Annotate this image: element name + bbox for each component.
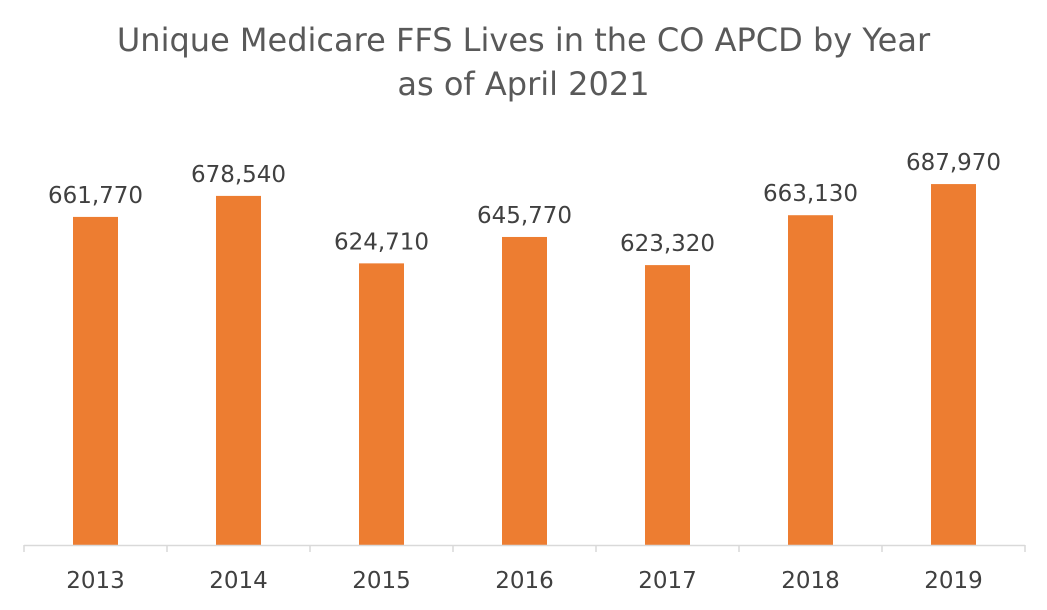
x-tick-label-2014: 2014 bbox=[209, 568, 268, 594]
x-tick-label-2017: 2017 bbox=[638, 568, 697, 594]
bar-2014 bbox=[216, 195, 261, 545]
bar-2019 bbox=[931, 184, 976, 545]
chart-title-line: Unique Medicare FFS Lives in the CO APCD… bbox=[116, 21, 931, 59]
x-tick-label-2013: 2013 bbox=[66, 568, 125, 594]
bar-2013 bbox=[73, 216, 118, 546]
value-label-2017: 623,320 bbox=[620, 231, 715, 257]
x-tick-label-2016: 2016 bbox=[495, 568, 554, 594]
x-tick-label-2019: 2019 bbox=[924, 568, 983, 594]
value-label-2013: 661,770 bbox=[48, 183, 143, 209]
x-tick-label-2018: 2018 bbox=[781, 568, 840, 594]
bars-layer bbox=[73, 184, 976, 546]
bar-2018 bbox=[788, 215, 833, 546]
value-label-2019: 687,970 bbox=[906, 150, 1001, 176]
bar-2015 bbox=[359, 263, 404, 545]
value-labels-layer: 661,770 678,540 624,710 645,770 623,320 663,1… bbox=[48, 150, 1001, 257]
chart-subtitle-line: as of April 2021 bbox=[397, 65, 650, 103]
value-label-2016: 645,770 bbox=[477, 203, 572, 229]
bar-2017 bbox=[645, 265, 690, 545]
value-label-2018: 663,130 bbox=[763, 181, 858, 207]
x-tick-label-2015: 2015 bbox=[352, 568, 411, 594]
value-label-2014: 678,540 bbox=[191, 162, 286, 188]
chart-title: Unique Medicare FFS Lives in the CO APCD… bbox=[0, 18, 1047, 106]
value-label-2015: 624,710 bbox=[334, 229, 429, 255]
x-axis: 2013 2014 2015 2016 2017 2018 2019 bbox=[23, 544, 1026, 594]
bar-2016 bbox=[502, 236, 547, 545]
